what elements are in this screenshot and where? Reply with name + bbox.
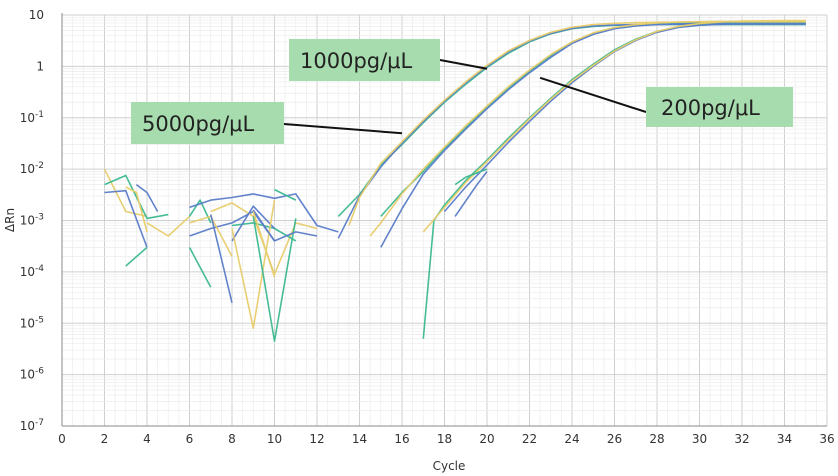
x-tick-label: 32 bbox=[734, 432, 749, 446]
series-line bbox=[210, 214, 233, 303]
series-line bbox=[252, 209, 318, 242]
x-tick-label: 16 bbox=[394, 432, 409, 446]
callout-label: 1000pg/μL bbox=[300, 49, 413, 73]
callout-pointer bbox=[439, 59, 488, 70]
x-axis-label: Cycle bbox=[433, 459, 466, 473]
series-line bbox=[454, 168, 488, 186]
x-tick-label: 28 bbox=[649, 432, 664, 446]
series-line bbox=[125, 246, 148, 267]
callout-pointer bbox=[539, 76, 647, 113]
series-line bbox=[135, 183, 159, 212]
callout-label: 200pg/μL bbox=[661, 96, 760, 120]
callout-box bbox=[289, 39, 440, 81]
x-tick-label: 12 bbox=[309, 432, 324, 446]
series-line bbox=[146, 215, 191, 237]
y-tick-label: 10-7 bbox=[20, 418, 44, 433]
y-tick-label: 10-4 bbox=[20, 264, 45, 279]
series-line bbox=[104, 174, 169, 220]
x-tick-label: 14 bbox=[352, 432, 367, 446]
series-line bbox=[103, 168, 148, 218]
callout-box bbox=[131, 102, 284, 144]
series-line bbox=[231, 205, 276, 242]
x-tick-label: 34 bbox=[777, 432, 792, 446]
series-line bbox=[454, 171, 488, 217]
series-layer bbox=[103, 19, 806, 342]
series-line bbox=[422, 19, 806, 233]
callouts: 1000pg/μL 5000pg/μL 200pg/μL bbox=[131, 39, 793, 144]
x-tick-label: 6 bbox=[186, 432, 194, 446]
series-line bbox=[252, 211, 276, 278]
series-line bbox=[188, 247, 212, 288]
x-tick-label: 8 bbox=[228, 432, 236, 446]
x-tick-label: 24 bbox=[564, 432, 579, 446]
y-tick-label: 10 bbox=[29, 8, 44, 22]
callout-pointer bbox=[283, 123, 403, 135]
x-tick-label: 2 bbox=[101, 432, 109, 446]
series-line bbox=[104, 189, 148, 248]
x-tick-label: 18 bbox=[437, 432, 452, 446]
grid bbox=[61, 14, 828, 427]
series-line bbox=[274, 188, 297, 201]
series-line bbox=[252, 216, 297, 342]
y-tick-label: 10-3 bbox=[20, 213, 44, 228]
x-tick-label: 0 bbox=[58, 432, 66, 446]
series-line bbox=[188, 199, 212, 224]
callout-box bbox=[646, 87, 793, 127]
x-tick-label: 22 bbox=[522, 432, 537, 446]
x-tick-label: 4 bbox=[143, 432, 151, 446]
y-tick-label: 10-2 bbox=[20, 161, 44, 176]
series-line bbox=[189, 193, 339, 233]
series-line bbox=[125, 186, 148, 233]
y-axis-label: ΔRn bbox=[3, 208, 17, 232]
x-tick-label: 10 bbox=[267, 432, 282, 446]
y-tick-label: 10-5 bbox=[20, 315, 44, 330]
series-line bbox=[231, 199, 276, 329]
x-tick-label: 30 bbox=[692, 432, 707, 446]
y-tick-label: 10-6 bbox=[20, 367, 45, 382]
y-tick-label: 1 bbox=[36, 59, 44, 73]
callout-label: 5000pg/μL bbox=[142, 112, 255, 136]
x-tick-label: 36 bbox=[819, 432, 834, 446]
x-tick-label: 26 bbox=[607, 432, 622, 446]
axes bbox=[61, 13, 827, 427]
x-tick-label: 20 bbox=[479, 432, 494, 446]
y-tick-label: 10-1 bbox=[20, 110, 44, 125]
